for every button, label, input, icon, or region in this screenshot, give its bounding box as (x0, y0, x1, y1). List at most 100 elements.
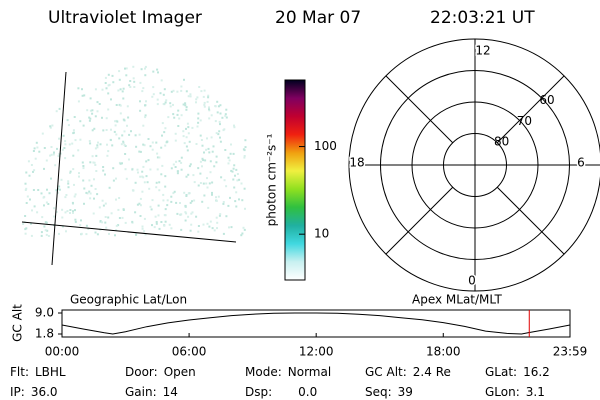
pixel (214, 105, 217, 107)
pixel (229, 196, 231, 199)
pixel (118, 217, 121, 219)
pixel (184, 204, 187, 207)
pixel (141, 190, 144, 193)
pixel (50, 177, 52, 180)
pixel (187, 173, 190, 176)
pixel (140, 68, 143, 71)
pixel (193, 199, 196, 202)
pixel (88, 179, 91, 182)
pixel (139, 204, 142, 207)
pixel (215, 132, 218, 135)
alt-right-label: Apex MLat/MLT (412, 293, 502, 307)
pixel (241, 232, 244, 235)
pixel (158, 189, 161, 192)
pixel (102, 169, 105, 172)
colorbar (284, 79, 306, 281)
pixel (203, 103, 206, 106)
pixel (58, 107, 61, 110)
pixel (172, 163, 175, 166)
pixel (29, 198, 31, 201)
pixel (211, 181, 214, 184)
field-value: Open (164, 365, 196, 379)
pixel (206, 222, 209, 225)
pixel (216, 221, 219, 224)
pixel (46, 188, 48, 191)
x-tick-label: 23:59 (553, 345, 588, 359)
pixel (158, 181, 161, 184)
pixel (96, 144, 99, 147)
pixel (201, 144, 204, 147)
pixel (193, 181, 196, 184)
pixel (96, 193, 99, 196)
pixel (205, 182, 208, 185)
pixel (72, 132, 75, 135)
pixel (197, 230, 200, 233)
pixel (224, 114, 227, 117)
pixel (94, 231, 97, 234)
pixel (163, 214, 166, 217)
pixel (227, 204, 230, 207)
pixel (151, 148, 154, 151)
field-value: LBHL (35, 365, 66, 379)
pixel (124, 67, 126, 70)
pixel (25, 171, 28, 174)
pixel (30, 234, 33, 237)
pixel (24, 182, 27, 185)
pixel (116, 120, 119, 123)
pixel (122, 87, 125, 90)
pixel (49, 126, 52, 129)
x-tick-label: 18:00 (426, 345, 461, 359)
pixel (83, 202, 85, 205)
mlt-label: 6 (577, 156, 585, 170)
pixel (202, 182, 205, 185)
pixel (107, 150, 110, 153)
pixel (216, 227, 218, 230)
pixel (102, 129, 105, 132)
pixel (182, 103, 185, 106)
pixel (206, 177, 208, 180)
pixel (96, 233, 99, 236)
pixel (145, 175, 148, 178)
pixel (64, 211, 67, 214)
pixel (152, 93, 155, 96)
pixel (93, 127, 96, 130)
pixel (68, 143, 71, 146)
pixel (218, 120, 221, 123)
pixel (151, 199, 154, 202)
y-tick-label: 1.8 (35, 327, 54, 341)
pixel (225, 116, 228, 119)
pixel (158, 227, 161, 230)
pixel (133, 86, 136, 88)
pixel (60, 178, 63, 181)
field: GLat: 16.2 (485, 365, 550, 379)
pixel (185, 212, 188, 215)
pixel (101, 221, 104, 224)
pixel (35, 141, 38, 144)
pixel (164, 175, 167, 178)
pixel (119, 88, 122, 91)
pixel (211, 227, 214, 230)
pixel (139, 100, 141, 103)
altitude-line (61, 312, 571, 335)
pixel (215, 199, 218, 202)
pixel (162, 199, 165, 202)
pixel (144, 116, 147, 119)
pixel (74, 218, 77, 221)
pixel (142, 176, 145, 179)
pixel (48, 192, 51, 195)
pixel (147, 138, 150, 140)
pixel (89, 117, 92, 120)
mlt-diagonal (385, 75, 454, 144)
field-value: 0.0 (298, 385, 317, 399)
pixel (203, 151, 205, 154)
pixel (136, 168, 139, 171)
pixel (180, 114, 183, 117)
pixel (138, 202, 141, 205)
pixel (185, 90, 188, 93)
pixel (55, 189, 58, 192)
pixel (170, 167, 173, 170)
pixel (99, 220, 102, 222)
pixel (119, 162, 122, 165)
pixel (120, 143, 123, 146)
pixel (185, 106, 188, 109)
